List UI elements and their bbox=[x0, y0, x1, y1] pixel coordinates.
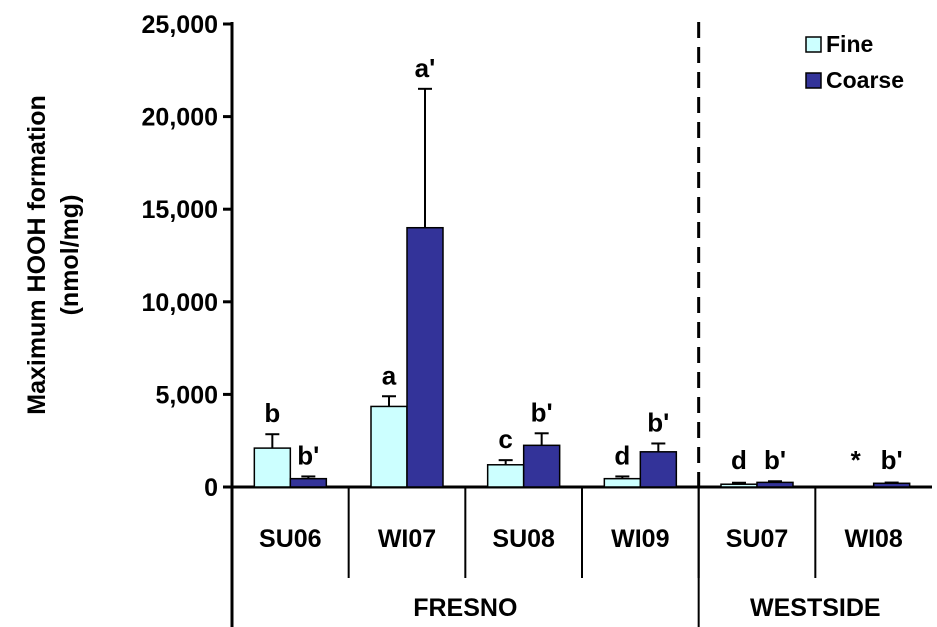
bars bbox=[253, 87, 911, 488]
significance-label: b' bbox=[647, 407, 669, 437]
significance-label: b bbox=[264, 398, 280, 428]
significance-label: d bbox=[614, 440, 630, 470]
x-category-label: WI08 bbox=[844, 525, 902, 553]
bar-coarse-su08 bbox=[522, 444, 561, 488]
bar-fine-su08 bbox=[486, 464, 525, 488]
x-category-label: SU08 bbox=[492, 525, 555, 553]
x-category-label: SU07 bbox=[726, 525, 789, 553]
significance-label: d bbox=[731, 445, 747, 475]
bar-fine-su06 bbox=[253, 447, 292, 488]
bar-coarse-su06 bbox=[289, 477, 328, 488]
letter-labels: b b' a a' c b' d b' d b' * b' bbox=[264, 53, 902, 475]
group-label: WESTSIDE bbox=[750, 594, 881, 622]
x-category-label: WI07 bbox=[378, 525, 436, 553]
significance-label: * bbox=[851, 445, 862, 475]
y-axis-title: Maximum HOOH formation (nmol/mg) bbox=[23, 95, 84, 414]
legend-swatch-coarse bbox=[805, 72, 822, 89]
significance-label: a' bbox=[415, 53, 436, 83]
bar-coarse-wi08 bbox=[872, 482, 911, 488]
significance-label: a bbox=[382, 360, 397, 390]
y-tick-label: 10,000 bbox=[142, 289, 218, 317]
y-tick-label: 25,000 bbox=[142, 11, 218, 39]
bar-fine-wi09 bbox=[603, 477, 642, 488]
significance-label: b' bbox=[297, 440, 319, 470]
significance-label: b' bbox=[531, 397, 553, 427]
legend-label-fine: Fine bbox=[826, 31, 873, 57]
x-axis: SU06 WI07 SU08 WI09 SU07 WI08 FRESNO WESTSIDE bbox=[259, 487, 903, 627]
legend-label-coarse: Coarse bbox=[826, 67, 904, 93]
group-label: FRESNO bbox=[413, 594, 517, 622]
y-tick-label: 5,000 bbox=[155, 381, 218, 409]
x-category-label: WI09 bbox=[611, 525, 669, 553]
significance-label: b' bbox=[764, 445, 786, 475]
y-tick-label: 20,000 bbox=[142, 104, 218, 132]
significance-label: b' bbox=[881, 445, 903, 475]
bar-fine-wi07 bbox=[370, 405, 408, 488]
bar-coarse-wi09 bbox=[639, 451, 678, 488]
y-tick-label: 15,000 bbox=[142, 196, 218, 224]
x-category-label: SU06 bbox=[259, 525, 322, 553]
legend: Fine Coarse bbox=[805, 31, 904, 93]
bar-fine-su07 bbox=[720, 483, 758, 488]
y-axis-label-line2: (nmol/mg) bbox=[56, 195, 84, 316]
bar-coarse-su07 bbox=[756, 481, 794, 488]
legend-swatch-fine bbox=[805, 36, 822, 53]
y-axis-label-line1: Maximum HOOH formation bbox=[23, 95, 51, 414]
y-tick-label: 0 bbox=[204, 474, 218, 502]
bar-coarse-wi07 bbox=[406, 226, 444, 488]
significance-label: c bbox=[498, 424, 512, 454]
